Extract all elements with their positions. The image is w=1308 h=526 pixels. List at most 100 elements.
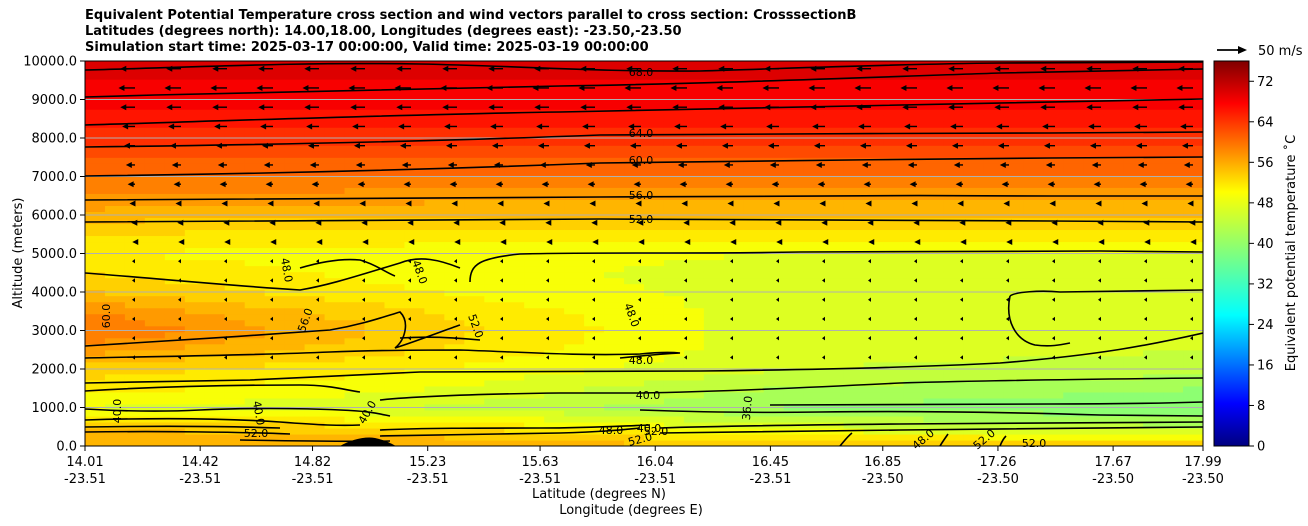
field-cell: [504, 103, 525, 110]
field-cell: [1143, 301, 1164, 309]
field-cell: [144, 271, 166, 279]
field-cell: [424, 103, 445, 110]
field-cell: [663, 235, 685, 243]
field-cell: [124, 391, 146, 399]
wind-vector: [960, 355, 963, 360]
field-cell: [624, 121, 645, 128]
field-cell: [444, 97, 465, 104]
field-cell: [783, 73, 805, 80]
field-cell: [923, 379, 945, 387]
field-cell: [923, 103, 945, 110]
field-cell: [524, 343, 545, 351]
field-cell: [1023, 427, 1044, 435]
field-cell: [524, 97, 545, 104]
wind-vector-head: [224, 238, 231, 245]
field-cell: [1083, 301, 1104, 309]
field-cell: [663, 409, 685, 417]
field-cell: [484, 241, 505, 249]
wind-vector: [1098, 297, 1101, 302]
field-cell: [584, 247, 605, 255]
field-cell: [1183, 67, 1203, 74]
field-cell: [1023, 235, 1044, 243]
field-cell: [164, 259, 186, 267]
field-cell: [364, 145, 386, 152]
field-cell: [464, 331, 485, 339]
field-cell: [144, 229, 166, 237]
field-cell: [1163, 253, 1184, 261]
field-cell: [544, 289, 565, 297]
wind-vector: [1052, 278, 1055, 283]
field-cell: [943, 157, 965, 164]
field-cell: [224, 109, 246, 116]
field-cell: [1183, 421, 1203, 429]
wind-vector-head: [1006, 238, 1013, 245]
field-cell: [1183, 307, 1203, 315]
field-cell: [544, 427, 565, 435]
field-cell: [883, 331, 905, 339]
field-cell: [1023, 265, 1044, 273]
field-cell: [604, 109, 625, 116]
field-cell: [1103, 337, 1124, 345]
field-cell: [1003, 283, 1024, 291]
field-cell: [404, 433, 425, 441]
field-cell: [843, 397, 865, 405]
field-cell: [883, 421, 905, 429]
field-cell: [364, 169, 386, 176]
field-cell: [963, 349, 984, 357]
field-cell: [1143, 205, 1164, 212]
field-cell: [204, 283, 226, 291]
wind-vector-head: [171, 161, 178, 168]
field-cell: [923, 277, 945, 285]
field-cell: [843, 355, 865, 363]
field-cell: [424, 241, 445, 249]
field-cell: [1143, 151, 1164, 158]
field-cell: [85, 289, 106, 297]
field-cell: [1183, 391, 1203, 399]
field-cell: [663, 229, 685, 237]
field-cell: [344, 145, 366, 152]
wind-vector-head: [578, 84, 585, 91]
field-cell: [1143, 421, 1164, 429]
wind-vector: [638, 316, 641, 322]
field-cell: [204, 223, 226, 231]
field-cell: [743, 289, 765, 297]
field-cell: [444, 103, 465, 110]
wind-vector-head: [672, 104, 679, 111]
field-cell: [504, 355, 525, 363]
field-cell: [923, 367, 945, 375]
wind-vector: [408, 297, 411, 302]
field-cell: [524, 223, 545, 231]
field-cell: [763, 439, 785, 446]
field-cell: [843, 169, 865, 176]
field-cell: [803, 361, 825, 369]
field-cell: [364, 193, 386, 200]
field-cell: [743, 337, 765, 345]
field-cell: [903, 439, 925, 446]
wind-vector: [776, 297, 779, 302]
field-cell: [85, 241, 106, 249]
field-cell: [1023, 241, 1044, 249]
field-cell: [324, 259, 346, 267]
field-cell: [544, 103, 565, 110]
field-cell: [883, 343, 905, 351]
field-cell: [544, 181, 565, 188]
field-cell: [164, 133, 186, 140]
field-cell: [1083, 337, 1104, 345]
field-cell: [1063, 187, 1084, 194]
field-cell: [723, 295, 745, 303]
field-cell: [504, 175, 525, 182]
field-cell: [823, 325, 845, 333]
field-cell: [404, 301, 425, 309]
contour-line: [659, 421, 1203, 429]
field-cell: [683, 73, 705, 80]
field-cell: [644, 325, 665, 333]
field-cell: [1143, 175, 1164, 182]
field-cell: [604, 361, 625, 369]
axes: 0.01000.02000.03000.04000.05000.06000.07…: [23, 55, 1224, 488]
field-cell: [484, 409, 505, 417]
y-tick-label: 4000.0: [32, 286, 78, 301]
field-cell: [923, 373, 945, 381]
field-cell: [843, 109, 865, 116]
field-cell: [703, 421, 725, 429]
field-cell: [144, 115, 166, 122]
